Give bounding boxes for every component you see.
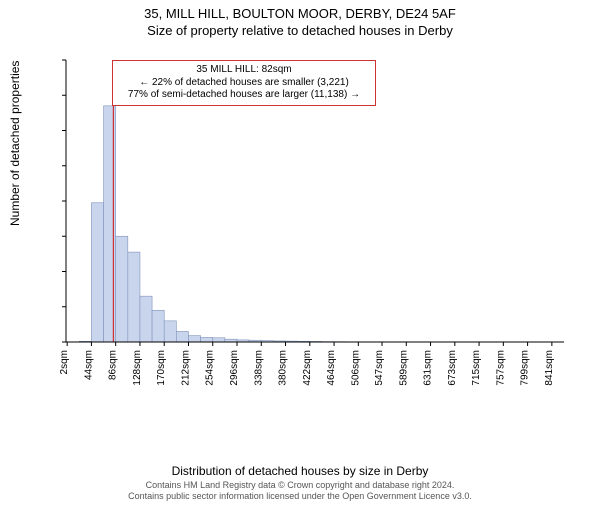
svg-text:170sqm: 170sqm	[156, 350, 167, 386]
svg-text:715sqm: 715sqm	[471, 350, 482, 386]
svg-text:128sqm: 128sqm	[132, 350, 143, 386]
footer-line1: Contains HM Land Registry data © Crown c…	[0, 480, 600, 491]
svg-text:422sqm: 422sqm	[302, 350, 313, 386]
svg-text:547sqm: 547sqm	[374, 350, 385, 386]
svg-text:673sqm: 673sqm	[447, 350, 458, 386]
y-axis-label: Number of detached properties	[8, 61, 22, 226]
chart-container: 35, MILL HILL, BOULTON MOOR, DERBY, DE24…	[0, 6, 600, 506]
x-axis-label: Distribution of detached houses by size …	[0, 464, 600, 478]
svg-text:338sqm: 338sqm	[253, 350, 264, 386]
svg-text:86sqm: 86sqm	[108, 350, 119, 380]
svg-text:841sqm: 841sqm	[544, 350, 555, 386]
footer: Contains HM Land Registry data © Crown c…	[0, 480, 600, 502]
footer-line2: Contains public sector information licen…	[0, 491, 600, 502]
svg-text:757sqm: 757sqm	[495, 350, 506, 386]
svg-text:44sqm: 44sqm	[83, 350, 94, 380]
histogram-chart: 0100020003000400050006000700080002sqm44s…	[60, 56, 570, 396]
svg-text:212sqm: 212sqm	[180, 350, 191, 386]
svg-text:506sqm: 506sqm	[350, 350, 361, 386]
svg-text:254sqm: 254sqm	[205, 350, 216, 386]
svg-text:296sqm: 296sqm	[229, 350, 240, 386]
title-line2: Size of property relative to detached ho…	[0, 23, 600, 38]
callout-line1: 35 MILL HILL: 82sqm	[119, 64, 369, 77]
svg-text:589sqm: 589sqm	[398, 350, 409, 386]
callout-line3: 77% of semi-detached houses are larger (…	[119, 89, 369, 102]
svg-text:799sqm: 799sqm	[520, 350, 531, 386]
callout-box: 35 MILL HILL: 82sqm ← 22% of detached ho…	[112, 60, 376, 106]
svg-text:464sqm: 464sqm	[326, 350, 337, 386]
svg-text:380sqm: 380sqm	[278, 350, 289, 386]
callout-line2: ← 22% of detached houses are smaller (3,…	[119, 77, 369, 90]
svg-text:2sqm: 2sqm	[60, 350, 70, 374]
title-line1: 35, MILL HILL, BOULTON MOOR, DERBY, DE24…	[0, 6, 600, 21]
svg-text:631sqm: 631sqm	[423, 350, 434, 386]
